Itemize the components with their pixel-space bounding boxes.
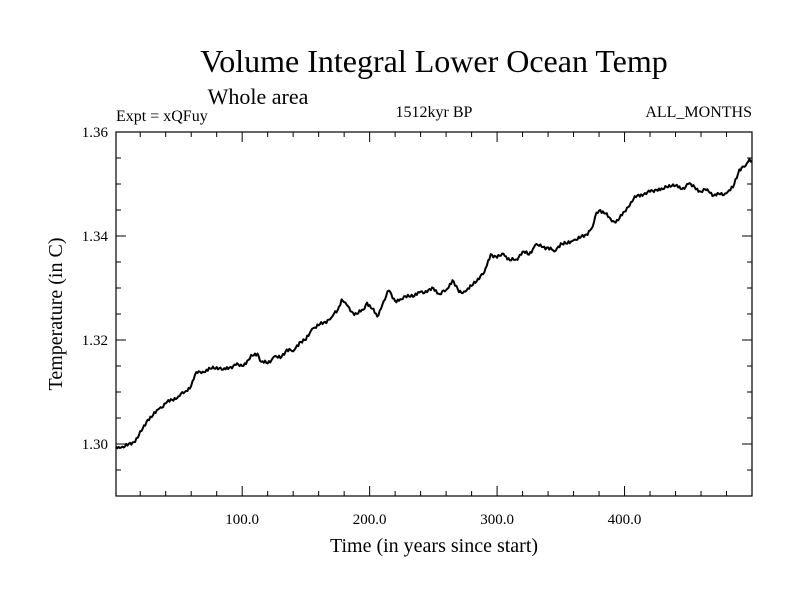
x-tick-label: 300.0 <box>480 512 514 528</box>
y-axis-label: Temperature (in C) <box>45 238 67 391</box>
x-axis-label: Time (in years since start) <box>330 535 538 557</box>
y-tick-label: 1.32 <box>82 333 108 349</box>
chart-title: Volume Integral Lower Ocean Temp <box>200 43 668 79</box>
x-tick-label: 400.0 <box>608 512 642 528</box>
experiment-label: Expt = xQFuy <box>116 108 208 125</box>
y-tick-label: 1.30 <box>82 437 108 453</box>
period-label: 1512kyr BP <box>396 104 473 121</box>
x-tick-label: 100.0 <box>225 512 259 528</box>
axis-ticks <box>116 131 752 496</box>
y-tick-label: 1.34 <box>82 229 109 245</box>
y-tick-label: 1.36 <box>82 125 109 141</box>
tick-labels: 100.0 200.0 300.0 400.0 1.30 1.32 1.34 1.36 <box>82 125 642 528</box>
x-tick-label: 200.0 <box>353 512 387 528</box>
plot-frame <box>115 131 753 497</box>
temperature-series-line <box>115 158 753 450</box>
months-label: ALL_MONTHS <box>645 104 752 121</box>
chart-subtitle: Whole area <box>208 84 309 109</box>
